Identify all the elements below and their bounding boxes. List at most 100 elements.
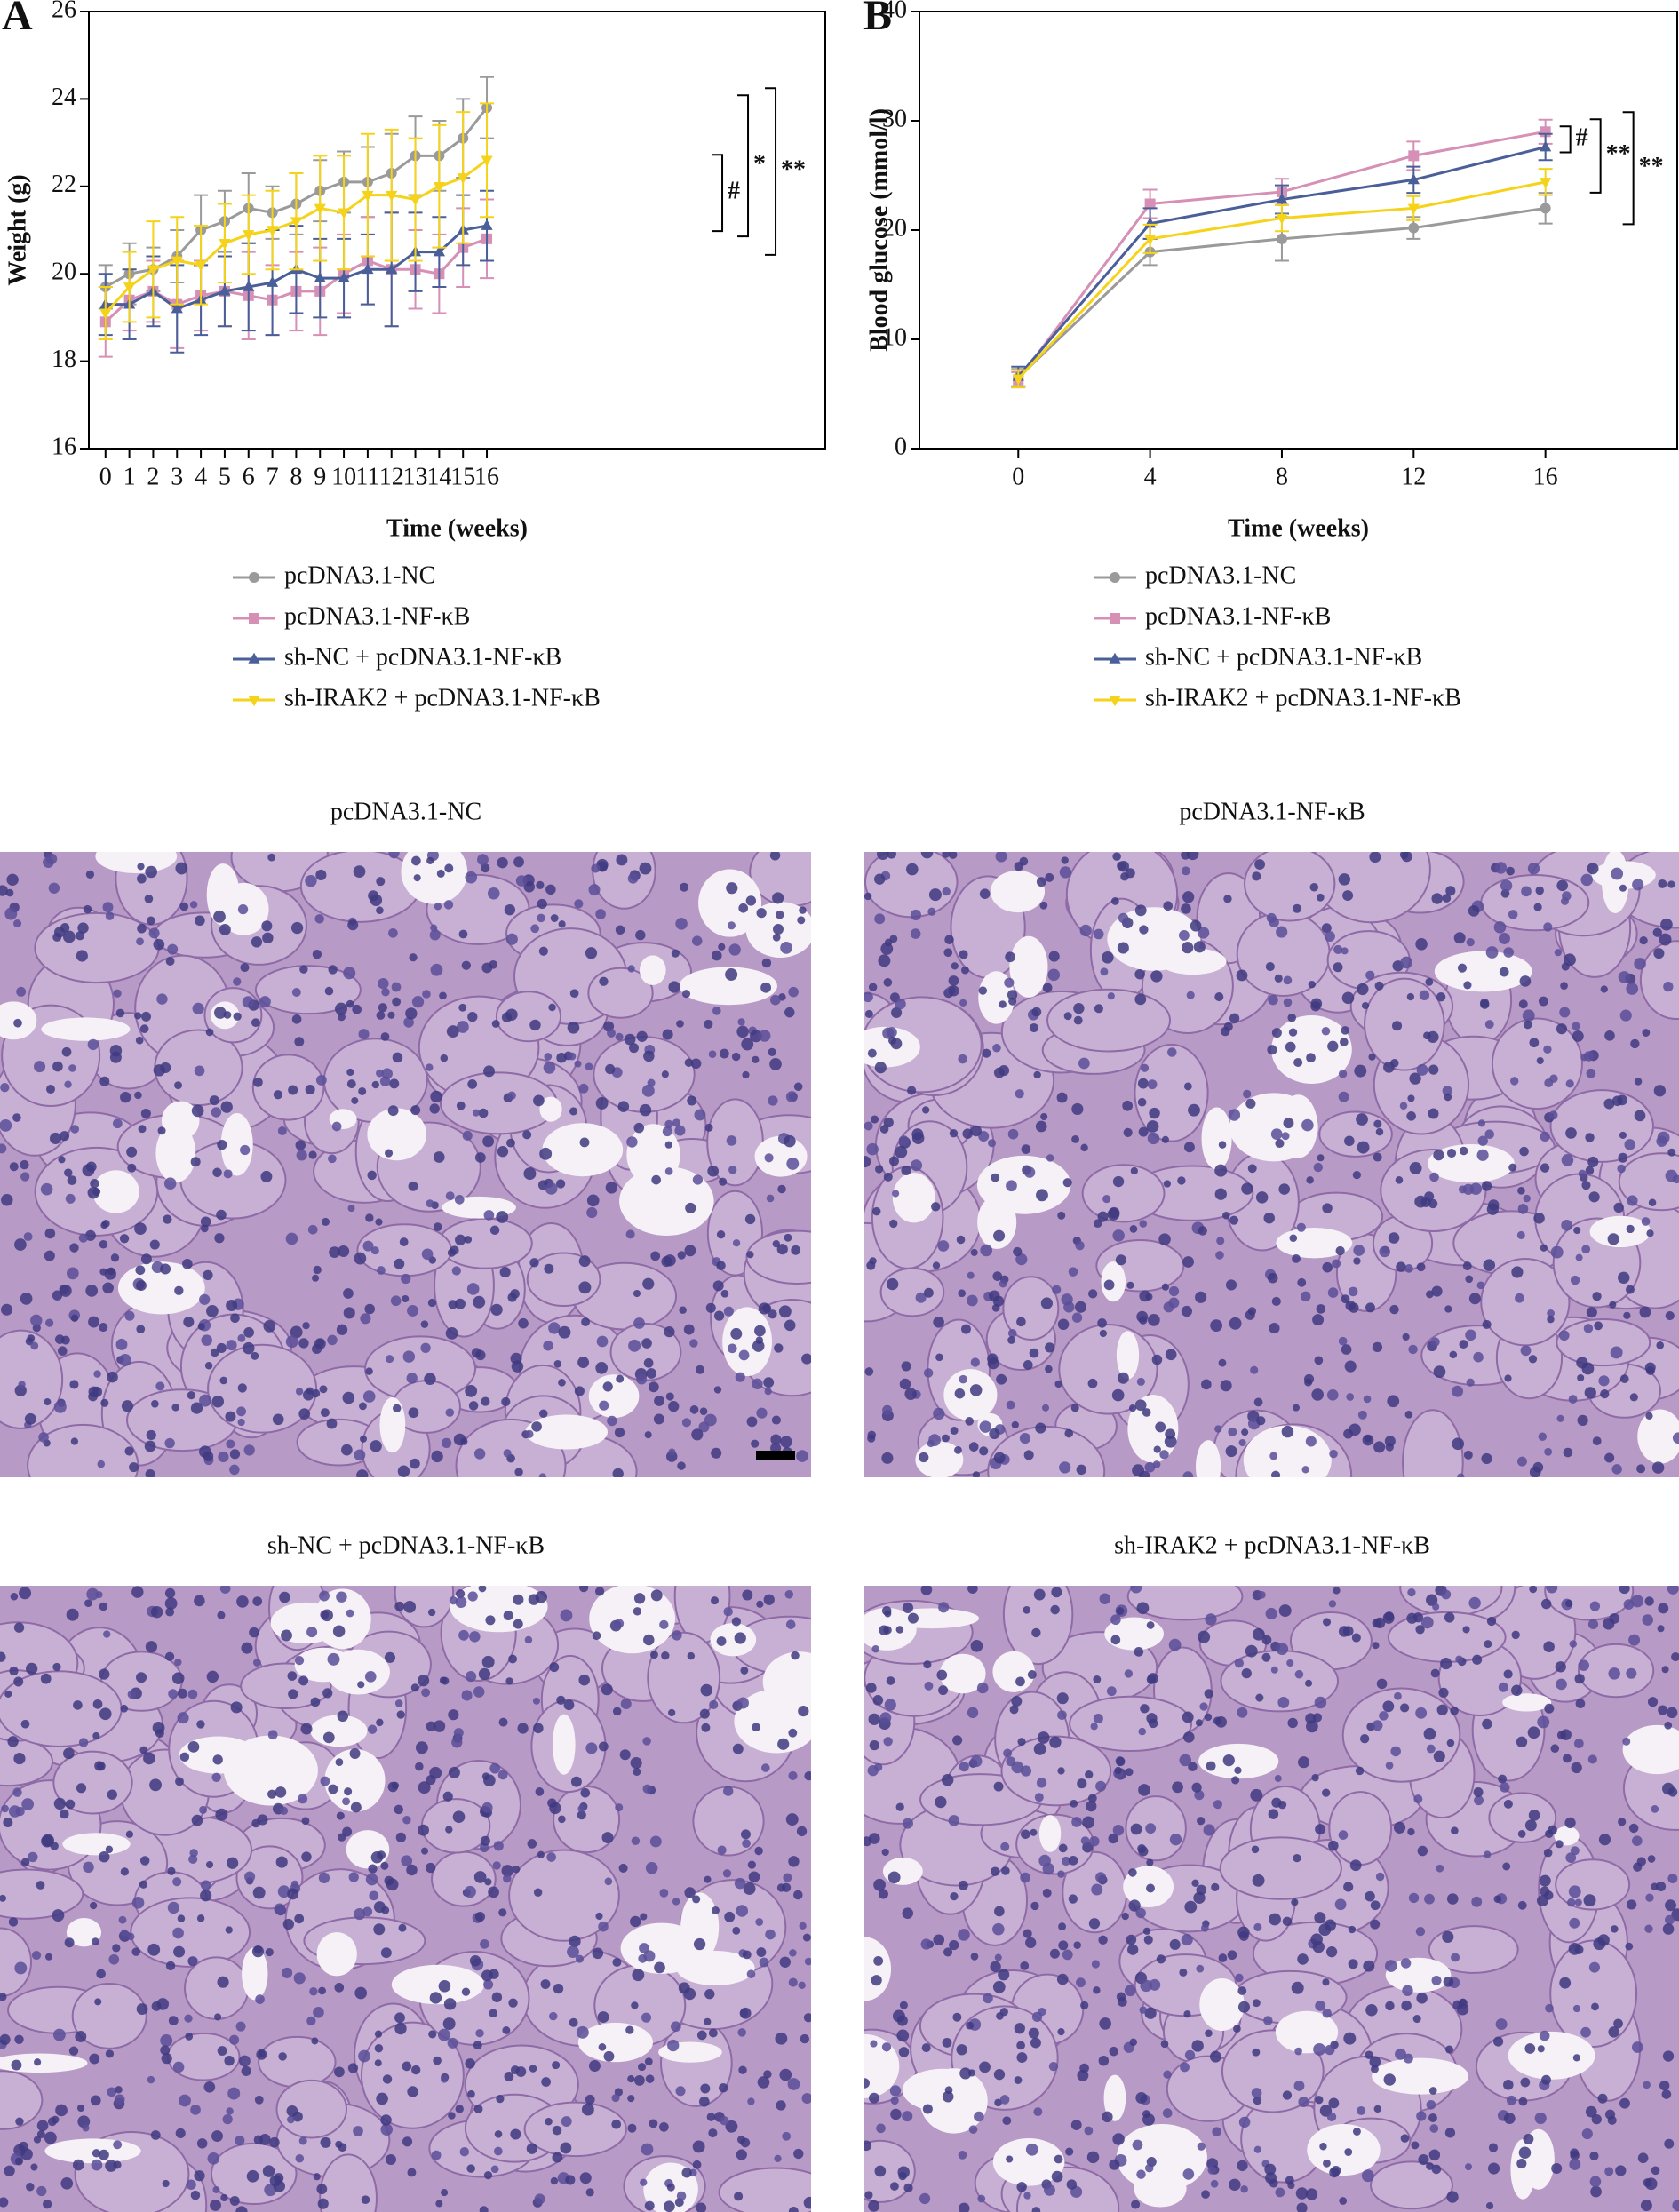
nucleus xyxy=(902,1907,914,1919)
nucleus xyxy=(49,1132,62,1145)
nucleus xyxy=(797,916,806,925)
nucleus xyxy=(380,2114,392,2126)
nucleus xyxy=(1301,1466,1309,1474)
lumen xyxy=(1195,1440,1221,1477)
nucleus xyxy=(443,900,454,910)
nucleus xyxy=(664,1119,673,1129)
nucleus xyxy=(1547,1316,1555,1324)
nucleus xyxy=(1348,1925,1357,1934)
nucleus xyxy=(1109,2159,1120,2170)
nucleus xyxy=(291,988,301,997)
nucleus xyxy=(1665,1169,1678,1182)
y-axis-label: Blood glucose (mmol/l) xyxy=(865,108,893,352)
nucleus xyxy=(1288,1028,1298,1037)
nucleus xyxy=(1311,1388,1325,1401)
nucleus xyxy=(288,1689,298,1699)
nucleus xyxy=(241,2065,251,2076)
nucleus xyxy=(1529,1466,1541,1477)
nucleus xyxy=(1387,1395,1400,1408)
nucleus xyxy=(1,1193,13,1206)
nucleus xyxy=(1215,1251,1224,1260)
nucleus xyxy=(1351,1633,1361,1643)
tubule xyxy=(1549,1089,1654,1163)
nucleus xyxy=(1129,1225,1138,1233)
nucleus xyxy=(312,1274,320,1282)
nucleus xyxy=(1138,1126,1149,1137)
nucleus xyxy=(1070,1404,1079,1412)
nucleus xyxy=(1256,1416,1266,1426)
nucleus xyxy=(1153,1445,1161,1453)
nucleus xyxy=(684,1058,694,1067)
nucleus xyxy=(83,1861,94,1874)
lumen xyxy=(976,1155,1071,1214)
nucleus xyxy=(732,1239,741,1247)
nucleus xyxy=(43,856,54,869)
nucleus xyxy=(1016,1317,1026,1327)
nucleus xyxy=(212,1167,222,1178)
nucleus xyxy=(780,1436,792,1448)
nucleus xyxy=(421,1688,431,1698)
nucleus xyxy=(467,2089,475,2098)
nucleus xyxy=(1429,1172,1439,1182)
nucleus xyxy=(1457,1473,1465,1477)
nucleus xyxy=(1352,1171,1362,1180)
nucleus xyxy=(311,2037,319,2045)
nucleus xyxy=(1424,1893,1435,1905)
nucleus xyxy=(674,1125,686,1136)
nucleus xyxy=(295,1140,306,1150)
nucleus xyxy=(1198,1630,1211,1643)
nucleus xyxy=(1473,1351,1484,1363)
nucleus xyxy=(19,1587,32,1600)
nucleus xyxy=(285,1335,298,1349)
nucleus xyxy=(342,1826,353,1837)
nucleus xyxy=(1287,1717,1298,1729)
tubule xyxy=(258,2035,337,2089)
nucleus xyxy=(445,1326,458,1340)
nucleus xyxy=(1267,1272,1278,1284)
nucleus xyxy=(631,1836,641,1845)
nucleus xyxy=(12,1787,22,1797)
nucleus xyxy=(1316,893,1325,902)
nucleus xyxy=(385,2154,396,2166)
nucleus xyxy=(1036,877,1046,887)
nucleus xyxy=(379,1076,391,1086)
nucleus xyxy=(1636,1857,1646,1866)
nucleus xyxy=(1047,968,1061,982)
nucleus xyxy=(755,1336,764,1344)
nucleus xyxy=(998,1969,1010,1981)
nucleus xyxy=(1589,2176,1602,2188)
nucleus xyxy=(7,1736,19,1747)
nucleus xyxy=(1626,1667,1637,1679)
nucleus xyxy=(873,1878,886,1891)
nucleus xyxy=(1073,1015,1083,1025)
nucleus xyxy=(299,965,308,974)
nucleus xyxy=(189,901,198,909)
nucleus xyxy=(453,1728,464,1739)
nucleus xyxy=(277,1885,290,1898)
nucleus xyxy=(300,1723,313,1735)
nucleus xyxy=(8,1805,21,1818)
nucleus xyxy=(1015,1089,1024,1099)
nucleus xyxy=(1409,1072,1421,1085)
nucleus xyxy=(1586,1307,1597,1318)
nucleus xyxy=(723,1607,733,1617)
nucleus xyxy=(1581,1362,1595,1375)
nucleus xyxy=(935,1795,947,1809)
nucleus xyxy=(548,1322,561,1334)
nucleus xyxy=(1004,977,1015,988)
nucleus xyxy=(388,927,398,938)
nucleus xyxy=(1652,927,1662,937)
nucleus xyxy=(533,1094,545,1107)
nucleus xyxy=(517,1723,529,1734)
nucleus xyxy=(302,1322,310,1330)
nucleus xyxy=(1061,856,1069,864)
nucleus xyxy=(1365,970,1375,980)
nucleus xyxy=(1341,991,1355,1005)
nucleus xyxy=(275,1786,287,1798)
nucleus xyxy=(965,1417,975,1426)
nucleus xyxy=(1651,2166,1660,2176)
nucleus xyxy=(1122,1100,1133,1111)
nucleus xyxy=(1158,1233,1171,1245)
nucleus xyxy=(1625,1942,1634,1951)
nucleus xyxy=(1433,1150,1444,1161)
